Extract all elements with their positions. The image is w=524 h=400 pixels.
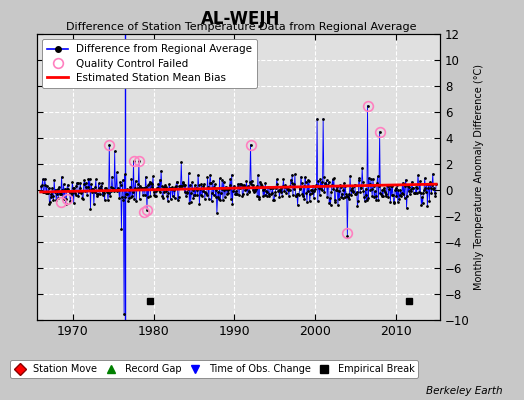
Text: Berkeley Earth: Berkeley Earth bbox=[427, 386, 503, 396]
Text: AL-WEJH: AL-WEJH bbox=[201, 10, 281, 28]
Text: Difference of Station Temperature Data from Regional Average: Difference of Station Temperature Data f… bbox=[66, 22, 416, 32]
Legend: Station Move, Record Gap, Time of Obs. Change, Empirical Break: Station Move, Record Gap, Time of Obs. C… bbox=[10, 360, 418, 378]
Y-axis label: Monthly Temperature Anomaly Difference (°C): Monthly Temperature Anomaly Difference (… bbox=[474, 64, 484, 290]
